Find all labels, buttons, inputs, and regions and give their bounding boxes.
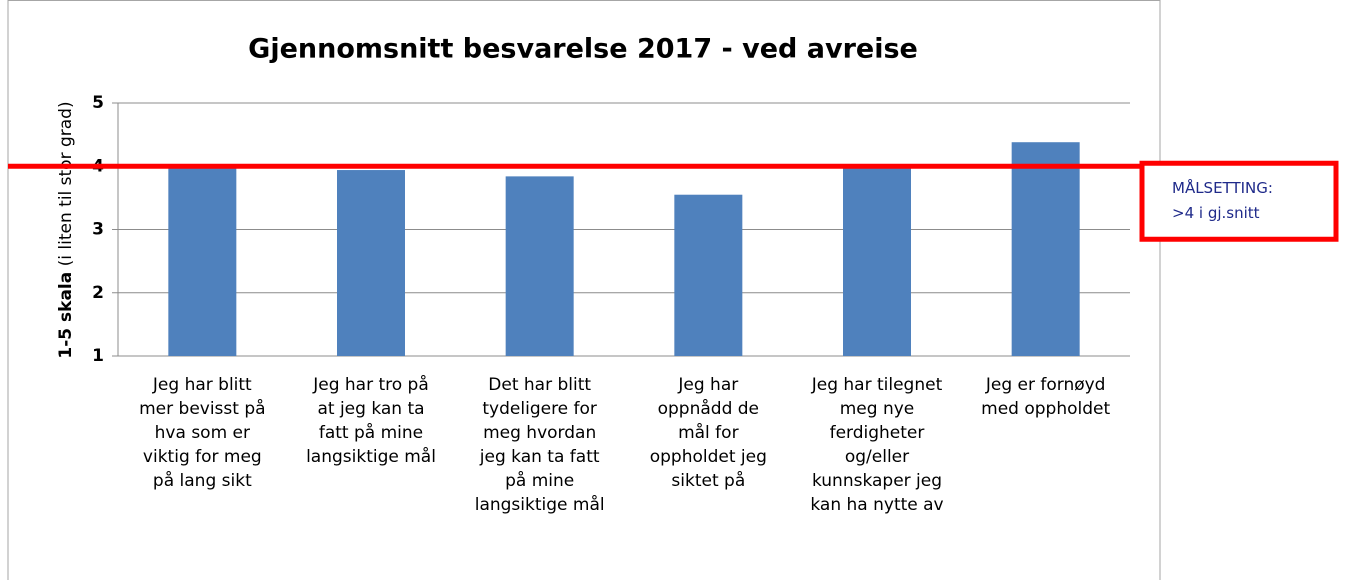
x-tick-label-line: siktet på xyxy=(671,470,745,491)
x-tick-label-line: fatt på mine xyxy=(319,422,423,443)
x-tick-label: Jeg har tro på at jeg kan ta fatt på mine l… xyxy=(306,374,436,467)
x-tick-label-line: oppnådd de xyxy=(658,398,759,419)
x-tick-label-line: mer bevisst på xyxy=(139,398,265,419)
x-tick-label-line: jeg kan ta fatt xyxy=(479,447,600,467)
y-axis-label-bold: 1-5 skala xyxy=(56,272,76,359)
annotation-text: >4 i gj.snitt xyxy=(1172,204,1260,222)
y-axis-label: 1-5 skala (i liten til stor grad) xyxy=(56,101,76,358)
bar xyxy=(168,166,237,356)
x-tick-label-line: meg hvordan xyxy=(483,423,596,443)
x-tick-label-line: mål for xyxy=(678,422,738,443)
x-tick-label-line: Jeg har tro på xyxy=(312,374,429,395)
x-tick-label-line: meg nye xyxy=(840,399,915,419)
x-tick-label-line: oppholdet jeg xyxy=(650,447,767,467)
x-tick-label-line: hva som er xyxy=(155,423,250,443)
x-tick-label-line: Jeg har xyxy=(677,375,738,395)
x-tick-label: Jeg er fornøyd med oppholdet xyxy=(981,375,1110,419)
x-tick-label-line: Jeg er fornøyd xyxy=(985,375,1106,395)
x-tick-label-line: at jeg kan ta xyxy=(317,399,424,419)
bar xyxy=(505,176,574,356)
x-tick-label-line: tydeligere for xyxy=(482,399,597,419)
x-tick-label-line: Jeg har blitt xyxy=(152,375,252,395)
x-tick-label: Det har blitt tydeligere for meg hvordan je… xyxy=(475,375,605,515)
x-tick-label-line: Jeg har tilegnet xyxy=(811,375,943,395)
x-tick-label-line: kunnskaper jeg xyxy=(812,471,942,491)
x-tick-label: Jeg har tilegnet meg nye ferdigheter og/ell… xyxy=(810,375,943,515)
y-tick-label: 3 xyxy=(92,220,104,240)
y-axis-label-note: (i liten til stor grad) xyxy=(56,101,76,266)
x-tick-label-line: på lang sikt xyxy=(153,470,252,491)
chart-title: Gjennomsnitt besvarelse 2017 - ved avrei… xyxy=(248,34,918,65)
x-tick-label-line: med oppholdet xyxy=(981,399,1110,419)
x-tick-label-line: og/eller xyxy=(845,447,909,467)
annotation-box xyxy=(1139,160,1339,242)
x-tick-label-line: Det har blitt xyxy=(488,375,591,395)
x-tick-label-line: viktig for meg xyxy=(143,447,262,467)
x-tick-label-line: på mine xyxy=(505,470,574,491)
x-tick-label-line: kan ha nytte av xyxy=(810,495,943,515)
y-tick-label: 1 xyxy=(92,346,104,366)
y-tick-label: 5 xyxy=(92,93,104,113)
x-tick-label-line: ferdigheter xyxy=(830,423,925,443)
bar xyxy=(1011,142,1080,356)
x-tick-label-line: langsiktige mål xyxy=(306,446,436,467)
x-tick-label: Jeg har blitt mer bevisst på hva som er vik… xyxy=(139,375,265,491)
bar xyxy=(843,164,911,356)
bar xyxy=(674,194,743,356)
y-tick-label: 2 xyxy=(92,283,104,303)
annotation-text: MÅLSETTING: xyxy=(1172,178,1273,197)
x-tick-label: Jeg har oppnådd de mål for oppholdet jeg sik… xyxy=(650,375,767,491)
bar xyxy=(337,170,405,356)
x-tick-label-line: langsiktige mål xyxy=(475,494,605,515)
